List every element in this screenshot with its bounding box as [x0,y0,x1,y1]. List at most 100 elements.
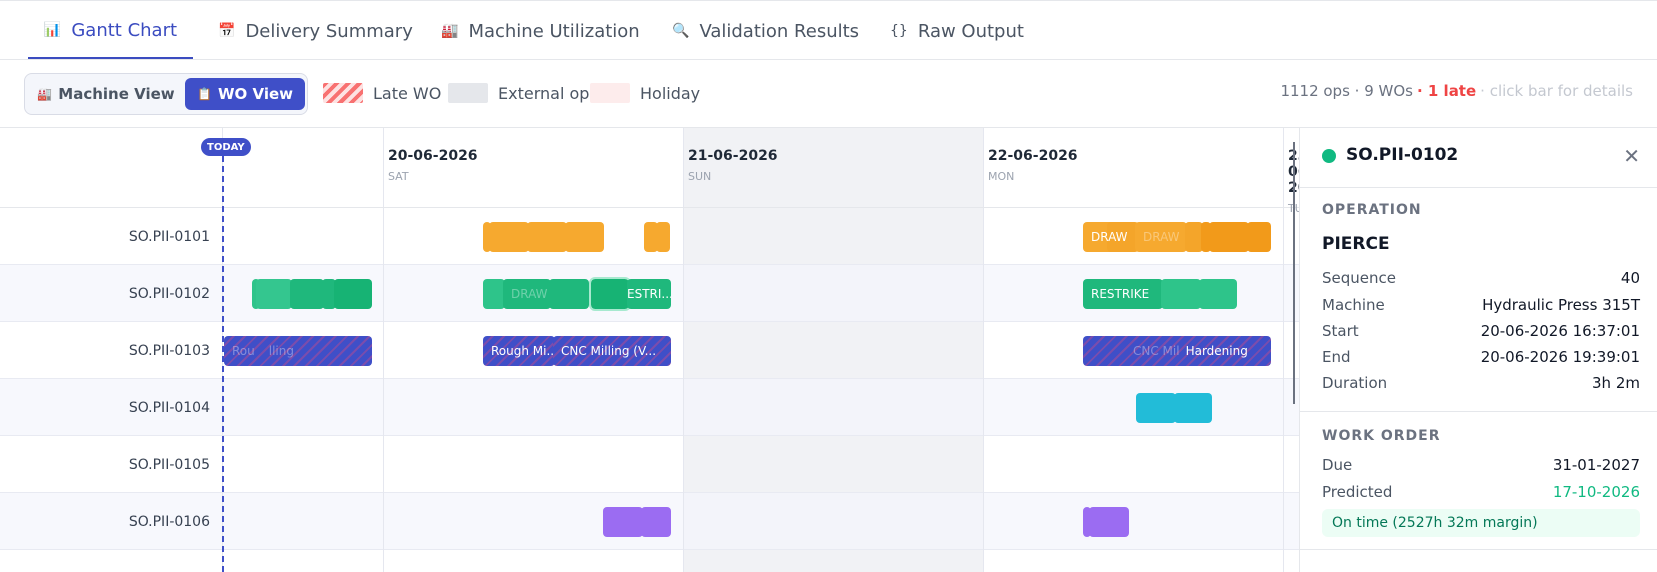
calendar-icon: 📅 [218,23,236,39]
field-value: 20-06-2026 19:39:01 [1480,348,1640,366]
field-value: 40 [1620,269,1640,287]
operation-bar[interactable] [565,222,604,252]
bar-label: RESTRIKE [1091,287,1150,301]
operation-bar[interactable] [1247,222,1271,252]
bar-label: DRAW [1143,230,1180,244]
holiday-swatch [590,83,630,103]
bar-label: CNC Milling (V... [561,344,657,358]
tab-label: Delivery Summary [245,20,413,42]
field-value: 20-06-2026 16:37:01 [1480,322,1640,340]
clipboard-icon: 📋 [197,87,212,101]
row-label: SO.PII-0105 [128,456,210,473]
late-operation-bar[interactable]: CNC Milling (V... [553,336,671,366]
view-tabs: 📊 Gantt Chart 📅 Delivery Summary 🏭 Machi… [0,0,1657,60]
operation-bar[interactable] [1209,222,1249,252]
operation-bar[interactable]: DRAW [503,279,551,309]
late-operation-bar[interactable]: CNC Mil Hardening [1083,336,1271,366]
detail-field: Duration 3h 2m [1322,374,1640,394]
operation-bar[interactable] [641,507,671,537]
operation-bar[interactable] [656,222,670,252]
grid-line [383,128,384,572]
operation-bar[interactable] [1201,222,1211,252]
day-header: 22-06-2026 MON [988,148,1078,183]
day-header: 21-06-2026 SUN [688,148,778,183]
field-label: Due [1322,456,1353,474]
header-divider [0,207,1300,208]
field-label: End [1322,348,1351,366]
factory-icon: 🏭 [441,23,459,39]
gantt-row: SO.PII-0103 [0,322,1300,379]
schedule-stats: 1112 ops · 9 WOs · 1 late · click bar fo… [1280,82,1633,100]
field-value: Hydraulic Press 315T [1482,296,1640,314]
operation-bar[interactable] [256,279,292,309]
detail-field: Due 31-01-2027 [1322,456,1640,476]
day-date: 20-06-2026 [388,148,478,164]
day-date: 22-06-2026 [988,148,1078,164]
operation-bar[interactable] [483,279,505,309]
selected-operation-bar[interactable] [589,277,631,311]
field-value: 3h 2m [1592,374,1640,392]
operation-bar[interactable] [290,279,324,309]
field-label: Sequence [1322,269,1396,287]
detail-field: Machine Hydraulic Press 315T [1322,296,1640,316]
operation-bar[interactable] [1199,279,1237,309]
operation-bar[interactable] [489,222,529,252]
machine-view-button[interactable]: 🏭 Machine View [33,78,179,110]
tab-validation-results[interactable]: 🔍 Validation Results [672,3,859,59]
day-weekday: SAT [388,170,409,183]
operation-bar[interactable] [1083,507,1091,537]
operation-bar[interactable] [603,507,643,537]
field-label: Start [1322,322,1359,340]
external-swatch [448,83,488,103]
close-icon[interactable]: ✕ [1623,144,1640,168]
bar-label: CNC Mil [1133,344,1180,358]
operation-bar[interactable]: ESTRI... [627,279,671,309]
operation-bar[interactable] [322,279,336,309]
gantt-chart: SO.PII-0101 SO.PII-0102 SO.PII-0103 SO.P… [0,128,1300,572]
gantt-row: SO.PII-0101 [0,208,1300,265]
gantt-row: SO.PII-0104 [0,379,1300,436]
panel-title: SO.PII-0102 [1346,145,1459,165]
today-line [222,146,224,572]
grid-line [683,128,684,572]
field-label: Machine [1322,296,1385,314]
operation-bar[interactable]: RESTRIKE [1083,279,1163,309]
row-label: SO.PII-0106 [128,513,210,530]
row-label: SO.PII-0103 [128,342,210,359]
operation-bar[interactable] [1089,507,1129,537]
operation-bar[interactable] [334,279,372,309]
bar-label: ESTRI... [627,287,671,301]
operation-bar[interactable] [1107,222,1137,252]
operation-bar[interactable] [1136,393,1176,423]
operation-bar[interactable] [1185,222,1203,252]
operation-bar[interactable]: DRAW [1135,222,1187,252]
operation-bar[interactable] [1161,279,1201,309]
scroll-indicator[interactable] [1293,142,1295,404]
late-operation-bar[interactable]: Rough Mi... [483,336,555,366]
operation-bar[interactable] [549,279,589,309]
operation-bar[interactable] [644,222,658,252]
bar-label: DRAW [511,287,548,301]
magnifier-icon: 🔍 [672,23,690,39]
operation-bar[interactable] [483,222,491,252]
wo-view-button[interactable]: 📋 WO View [185,78,305,110]
section-divider [1300,411,1657,412]
tab-delivery-summary[interactable]: 📅 Delivery Summary [218,3,413,59]
tab-machine-utilization[interactable]: 🏭 Machine Utilization [441,3,640,59]
gantt-row: SO.PII-0105 [0,436,1300,493]
operation-bar[interactable] [527,222,567,252]
legend-holiday: Holiday [590,82,700,104]
tab-label: Validation Results [699,20,860,42]
detail-field: End 20-06-2026 19:39:01 [1322,348,1640,368]
operation-bar[interactable] [1174,393,1212,423]
tab-raw-output[interactable]: {} Raw Output [890,3,1024,59]
late-operation-bar[interactable]: Rou lling [224,336,372,366]
legend-label: Holiday [640,83,701,103]
grid-line [1283,128,1284,572]
row-label: SO.PII-0101 [128,228,210,245]
on-time-badge: On time (2527h 32m margin) [1322,509,1640,537]
row-label: SO.PII-0102 [128,285,210,302]
field-label: Predicted [1322,483,1393,501]
tab-gantt-chart[interactable]: 📊 Gantt Chart [28,3,193,59]
bar-label: DRAW [1091,230,1128,244]
